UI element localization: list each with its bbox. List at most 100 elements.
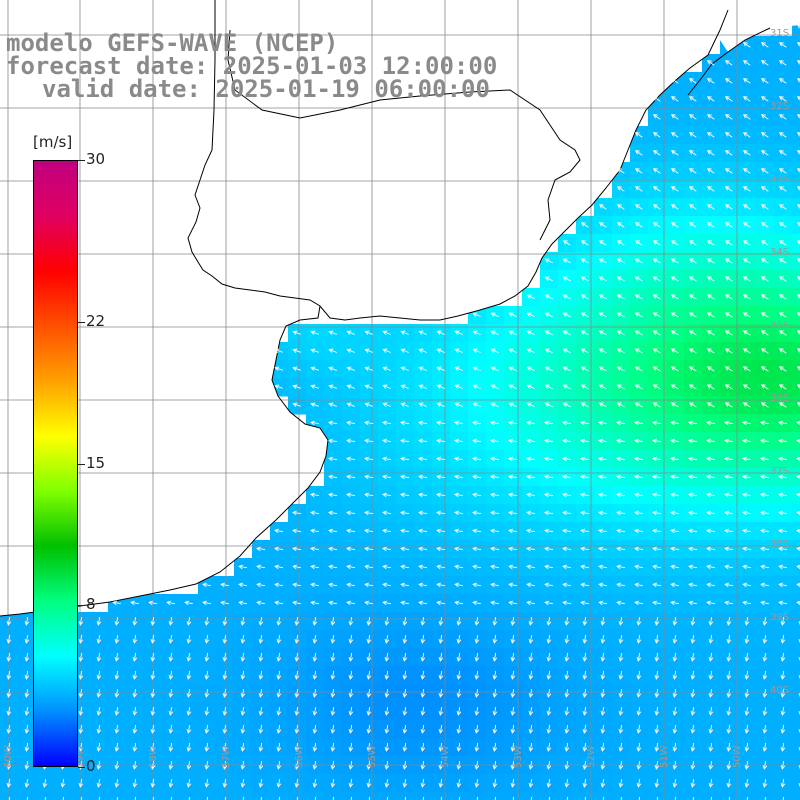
wind-arrow: [6, 671, 12, 680]
wind-arrow: [274, 582, 283, 588]
wind-arrow: [618, 761, 624, 770]
wind-arrow: [150, 725, 156, 734]
wind-arrow: [292, 546, 302, 552]
wind-arrow: [724, 546, 734, 552]
wind-arrows: [6, 6, 800, 800]
wind-arrow: [382, 348, 391, 353]
wind-arrow: [742, 456, 752, 462]
wind-speed-cell: [792, 504, 800, 523]
wind-arrow: [742, 528, 752, 534]
wind-arrow: [420, 635, 426, 644]
wind-arrow: [672, 689, 678, 698]
wind-arrow: [526, 384, 535, 390]
wind-arrow: [278, 797, 281, 800]
wind-arrow: [348, 761, 354, 770]
wind-arrow: [760, 78, 769, 84]
wind-arrow: [274, 348, 283, 354]
wind-arrow: [618, 689, 624, 698]
wind-arrow: [132, 779, 138, 788]
wind-arrow: [742, 402, 751, 408]
wind-arrow: [742, 600, 751, 606]
model-title: modelo GEFS-WAVE (NCEP): [6, 29, 339, 57]
wind-speed-cell: [216, 792, 235, 800]
wind-arrow: [724, 294, 733, 300]
wind-arrow: [436, 600, 445, 606]
wind-arrow: [114, 653, 120, 662]
wind-speed-cell: [792, 630, 800, 649]
wind-arrow: [294, 779, 300, 788]
colorbar-tick-mark: [78, 463, 85, 465]
wind-arrow: [346, 348, 355, 353]
wind-arrow: [634, 582, 643, 588]
wind-arrow: [346, 456, 356, 462]
wind-arrow: [364, 582, 373, 588]
wind-arrow: [258, 761, 264, 770]
wind-arrow: [688, 366, 697, 372]
wind-arrow: [222, 779, 228, 788]
wind-arrow: [26, 797, 29, 800]
wind-arrow: [688, 132, 697, 138]
wind-arrow: [654, 725, 660, 734]
wind-arrow: [724, 420, 734, 426]
wind-arrow: [636, 707, 642, 716]
wind-arrow: [706, 420, 716, 426]
wind-arrow: [62, 797, 65, 800]
wind-arrow: [400, 384, 409, 389]
wind-arrow: [760, 240, 769, 246]
wind-arrow: [670, 474, 680, 480]
wind-arrow: [600, 617, 606, 626]
wind-arrow: [564, 743, 570, 752]
wind-arrow: [778, 330, 787, 336]
wind-arrow: [544, 366, 553, 372]
wind-arrow: [438, 707, 444, 716]
wind-arrow: [420, 689, 426, 698]
wind-arrow: [582, 725, 588, 734]
wind-arrow: [78, 779, 84, 788]
wind-arrow: [724, 600, 733, 606]
wind-arrow: [580, 528, 590, 534]
wind-arrow: [706, 438, 716, 444]
wind-arrow: [672, 707, 678, 716]
wind-arrow: [778, 474, 788, 480]
wind-arrow: [276, 725, 282, 734]
wind-arrow: [528, 635, 534, 644]
wind-arrow: [510, 779, 516, 788]
wind-arrow: [294, 617, 300, 626]
wind-arrow: [562, 582, 571, 588]
wind-arrow: [742, 582, 751, 588]
wind-arrow: [742, 42, 751, 48]
wind-arrow: [654, 707, 660, 716]
wind-arrow: [778, 60, 787, 66]
wind-arrow: [654, 743, 660, 752]
wind-arrow: [600, 653, 606, 662]
wind-arrow: [420, 743, 426, 752]
wind-arrow: [546, 725, 552, 734]
wind-arrow: [598, 492, 608, 498]
wind-arrow: [778, 276, 787, 282]
wind-arrow: [598, 510, 608, 516]
wind-arrow: [634, 258, 643, 264]
wind-arrow: [150, 707, 156, 716]
wind-arrow: [490, 564, 499, 570]
wind-arrow: [616, 474, 626, 480]
wind-arrow: [528, 779, 534, 788]
wind-arrow: [564, 761, 570, 770]
wind-arrow: [240, 635, 246, 644]
wind-arrow: [454, 492, 464, 498]
forecast-date: forecast date: 2025-01-03 12:00:00: [6, 52, 498, 80]
wind-arrow: [204, 635, 210, 644]
wind-arrow: [724, 258, 733, 264]
wind-arrow: [382, 384, 391, 389]
wind-arrow: [580, 294, 589, 300]
wind-arrow: [6, 779, 12, 788]
wind-arrow: [400, 474, 410, 480]
wind-arrow: [472, 528, 482, 534]
wind-arrow: [492, 689, 498, 698]
wind-arrow: [382, 402, 391, 407]
wind-arrow: [706, 186, 715, 192]
wind-arrow: [744, 689, 750, 698]
wind-arrow: [652, 258, 661, 264]
wind-arrow: [798, 746, 800, 752]
wind-arrow: [508, 600, 517, 606]
wind-arrow: [796, 132, 800, 137]
